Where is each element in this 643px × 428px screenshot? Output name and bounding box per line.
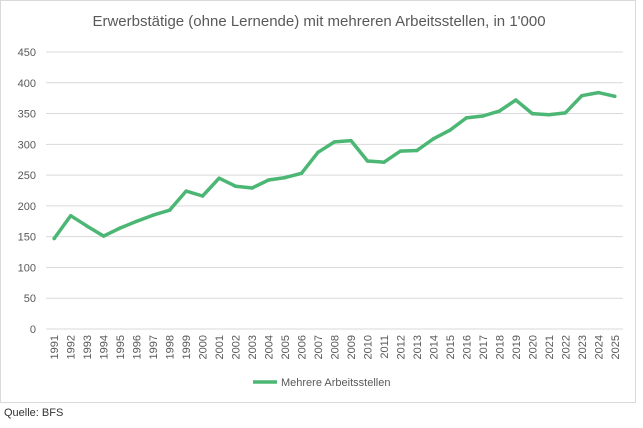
data-point	[365, 159, 370, 163]
data-point	[349, 138, 353, 143]
x-tick-label: 1999	[181, 335, 193, 359]
x-tick-label: 2007	[313, 335, 325, 359]
data-point	[580, 93, 584, 98]
chart-title: Erwerbstätige (ohne Lernende) mit mehrer…	[92, 13, 545, 30]
data-point	[398, 149, 403, 153]
legend: Mehrere Arbeitsstellen	[253, 377, 390, 389]
x-tick-label: 2015	[445, 335, 457, 359]
y-tick-label: 450	[18, 47, 36, 59]
x-tick-label: 2021	[544, 335, 556, 359]
data-point	[52, 236, 56, 241]
x-tick-label: 2010	[362, 335, 374, 359]
x-tick-label: 1992	[66, 335, 78, 359]
x-tick-label: 2008	[330, 335, 342, 359]
x-tick-label: 1995	[115, 335, 127, 359]
data-point	[200, 194, 205, 198]
x-tick-label: 2003	[247, 335, 259, 359]
x-tick-label: 2005	[280, 335, 292, 359]
data-point	[382, 160, 386, 164]
x-tick-label: 2002	[231, 335, 243, 359]
data-point	[547, 113, 551, 117]
data-point	[151, 213, 155, 217]
x-tick-label: 2000	[198, 335, 210, 359]
data-point	[415, 148, 419, 153]
gridlines	[46, 51, 623, 330]
x-tick-label: 2019	[511, 335, 523, 359]
data-point	[596, 90, 601, 95]
y-tick-label: 150	[18, 232, 36, 244]
x-tick-label: 2009	[346, 335, 358, 359]
data-point	[613, 94, 617, 99]
data-point	[118, 226, 122, 230]
y-tick-label: 300	[18, 139, 36, 151]
x-tick-label: 2017	[478, 335, 490, 359]
legend-label: Mehrere Arbeitsstellen	[281, 377, 390, 389]
data-point	[184, 189, 188, 193]
x-tick-label: 2013	[412, 335, 424, 359]
x-tick-label: 2014	[428, 335, 440, 359]
series-layer	[52, 90, 617, 241]
x-tick-label: 1997	[148, 335, 160, 359]
data-point	[85, 224, 89, 228]
y-tick-label: 250	[18, 170, 36, 182]
x-axis-ticks: 1991 1992 1993 1994 1995 1996 1997 1998 1999 2000…	[49, 335, 622, 359]
data-point	[101, 234, 106, 238]
data-point	[299, 171, 304, 176]
x-tick-label: 2023	[577, 335, 589, 359]
x-tick-label: 1993	[82, 335, 94, 359]
x-tick-label: 2020	[527, 335, 539, 359]
x-tick-label: 2025	[610, 335, 622, 359]
data-point	[514, 98, 518, 102]
series-line	[52, 90, 617, 241]
data-point	[217, 176, 221, 180]
x-tick-label: 2011	[379, 335, 391, 359]
y-tick-label: 100	[18, 262, 36, 274]
data-point	[134, 219, 139, 224]
data-point	[448, 128, 452, 132]
data-point	[332, 140, 337, 144]
x-tick-label: 2018	[494, 335, 506, 359]
data-point	[464, 116, 469, 120]
x-tick-label: 1994	[99, 335, 111, 359]
x-tick-label: 1998	[165, 335, 177, 359]
x-tick-label: 2006	[297, 335, 309, 359]
data-point	[530, 111, 535, 116]
chart-frame: Erwerbstätige (ohne Lernende) mit mehrer…	[0, 0, 636, 403]
data-point	[563, 111, 568, 115]
data-point	[68, 213, 73, 218]
y-tick-label: 350	[18, 109, 36, 121]
y-tick-label: 200	[18, 201, 36, 213]
data-point	[233, 184, 238, 188]
y-tick-label: 400	[18, 78, 36, 90]
data-point	[497, 109, 502, 113]
x-tick-label: 2001	[214, 335, 226, 359]
x-tick-label: 2016	[461, 335, 473, 359]
x-tick-label: 1996	[132, 335, 144, 359]
data-point	[266, 178, 271, 182]
y-tick-label: 50	[24, 293, 36, 305]
data-point	[283, 175, 287, 180]
line-chart: Erwerbstätige (ohne Lernende) mit mehrer…	[18, 13, 623, 389]
x-tick-label: 2022	[560, 335, 572, 359]
x-tick-label: 2004	[264, 335, 276, 359]
y-tick-label: 0	[30, 324, 36, 336]
data-point	[481, 114, 485, 118]
data-point	[167, 208, 172, 212]
y-axis-ticks: 0 50 100 150 200 250 300 350 400 450	[18, 47, 36, 336]
data-point	[431, 137, 436, 141]
x-tick-label: 2012	[395, 335, 407, 359]
data-point	[316, 150, 320, 155]
x-tick-label: 2024	[593, 335, 605, 359]
x-tick-label: 1991	[49, 335, 61, 359]
data-point	[250, 186, 254, 190]
source-note: Quelle: BFS	[4, 407, 64, 419]
